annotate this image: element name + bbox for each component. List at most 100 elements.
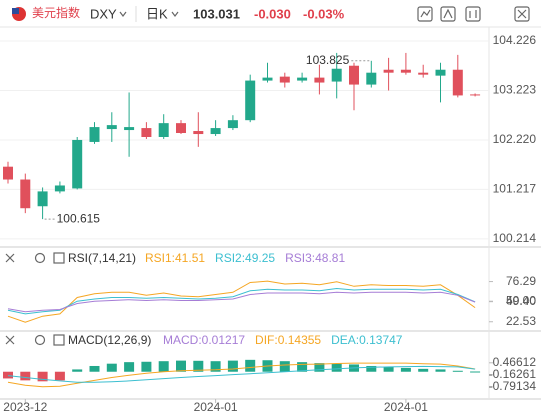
histogram-bar — [435, 369, 446, 372]
series-line — [7, 287, 476, 315]
candle-body — [366, 72, 377, 85]
histogram-bar — [124, 362, 135, 372]
price: 103.031 — [193, 6, 240, 21]
y-tick-label: 102.220 — [493, 132, 537, 146]
candle-body — [193, 131, 204, 135]
candle-body — [37, 191, 48, 207]
candle-body — [400, 69, 411, 73]
candle-body — [418, 72, 429, 75]
x-tick-label: 2024-01 — [384, 400, 428, 414]
tool-button[interactable] — [440, 6, 456, 22]
histogram-bar — [193, 360, 204, 372]
close-icon[interactable] — [5, 335, 15, 345]
series-line — [7, 291, 476, 313]
histogram-bar — [3, 371, 13, 379]
histogram-bar — [72, 369, 83, 372]
fullscreen-button[interactable] — [514, 6, 530, 22]
histogram-bar — [314, 363, 325, 372]
y-tick-label: 101.217 — [493, 182, 537, 196]
candle-body — [227, 120, 238, 129]
settings-icon[interactable] — [34, 252, 46, 264]
index-name: 美元指数 — [32, 5, 80, 20]
period[interactable]: 日K — [146, 6, 168, 21]
histogram-bar — [37, 371, 48, 382]
histogram-bar — [418, 368, 429, 372]
histogram-bar — [452, 370, 463, 372]
candle-body — [158, 123, 169, 137]
candle-body — [54, 185, 65, 192]
histogram-bar — [470, 371, 481, 373]
legend-entry: DIF:0.14355 — [255, 333, 321, 347]
histogram-bar — [141, 361, 152, 372]
y-tick-label: 103.223 — [493, 83, 537, 97]
candle-body — [383, 69, 394, 73]
tool-glyph — [469, 10, 477, 18]
candle-body — [331, 68, 342, 82]
change: -0.030 — [254, 6, 291, 21]
candle-body — [297, 77, 308, 81]
price-annotation: 100.615 — [57, 211, 101, 225]
legend-entry: DEA:0.13747 — [331, 333, 403, 347]
y-tick-label: -0.16261 — [489, 367, 537, 381]
candle-body — [452, 69, 463, 96]
candle-body — [176, 123, 186, 134]
settings-icon[interactable] — [34, 334, 46, 346]
close-icon[interactable] — [5, 253, 15, 263]
dropdown-icon[interactable] — [119, 11, 127, 17]
candle-body — [435, 69, 446, 76]
candle-body — [141, 128, 152, 137]
symbol[interactable]: DXY — [90, 6, 117, 21]
candle-body — [20, 179, 31, 209]
histogram-bar — [400, 367, 411, 372]
tool-button[interactable] — [465, 6, 481, 22]
add-icon[interactable] — [53, 334, 65, 346]
y-tick-label: -0.79134 — [489, 379, 537, 393]
histogram-bar — [297, 362, 308, 372]
y-tick-label: 22.53 — [506, 314, 536, 328]
candle-body — [124, 127, 135, 131]
candle-body — [106, 125, 117, 130]
legend-entry: RSI1:41.51 — [145, 251, 205, 265]
candle-body — [349, 65, 359, 85]
panel-title: RSI(7,14,21) — [68, 251, 136, 265]
histogram-bar — [210, 361, 221, 372]
candle-body — [262, 77, 273, 81]
candle-body — [245, 80, 256, 121]
legend-entry: RSI3:48.81 — [285, 251, 345, 265]
histogram-bar — [366, 365, 377, 372]
dropdown-icon[interactable] — [171, 11, 179, 17]
histogram-bar — [54, 371, 65, 381]
y-tick-label: 76.29 — [506, 274, 536, 288]
candle-body — [470, 94, 481, 96]
histogram-bar — [89, 365, 100, 372]
candle-body — [314, 77, 325, 83]
y-tick-label: 49.40 — [506, 294, 536, 308]
tool-glyph — [443, 8, 453, 19]
series-line — [7, 280, 476, 323]
change-percent: -0.03% — [303, 6, 345, 21]
candle-body — [210, 128, 221, 135]
histogram-bar — [176, 360, 186, 372]
candle-body — [279, 76, 290, 83]
add-icon[interactable] — [53, 252, 65, 264]
y-tick-label: 50.00 — [506, 293, 536, 307]
histogram-bar — [279, 361, 290, 372]
candle-body — [89, 127, 100, 142]
histogram-bar — [227, 360, 238, 372]
y-tick-label: 104.226 — [493, 33, 537, 47]
histogram-bar — [245, 359, 256, 372]
tool-button[interactable] — [417, 6, 433, 22]
flag-canton — [12, 8, 19, 14]
candle-body — [3, 166, 13, 180]
legend-entry: RSI2:49.25 — [215, 251, 275, 265]
candle-body — [72, 139, 83, 189]
y-tick-label: 100.214 — [493, 231, 537, 245]
tool-glyph — [517, 9, 527, 19]
panel-title: MACD(12,26,9) — [68, 333, 151, 347]
y-tick-label: 0.46612 — [493, 355, 537, 369]
histogram-bar — [20, 371, 31, 381]
price-annotation: 103.825 — [306, 53, 350, 67]
legend-entry: MACD:0.01217 — [163, 333, 245, 347]
